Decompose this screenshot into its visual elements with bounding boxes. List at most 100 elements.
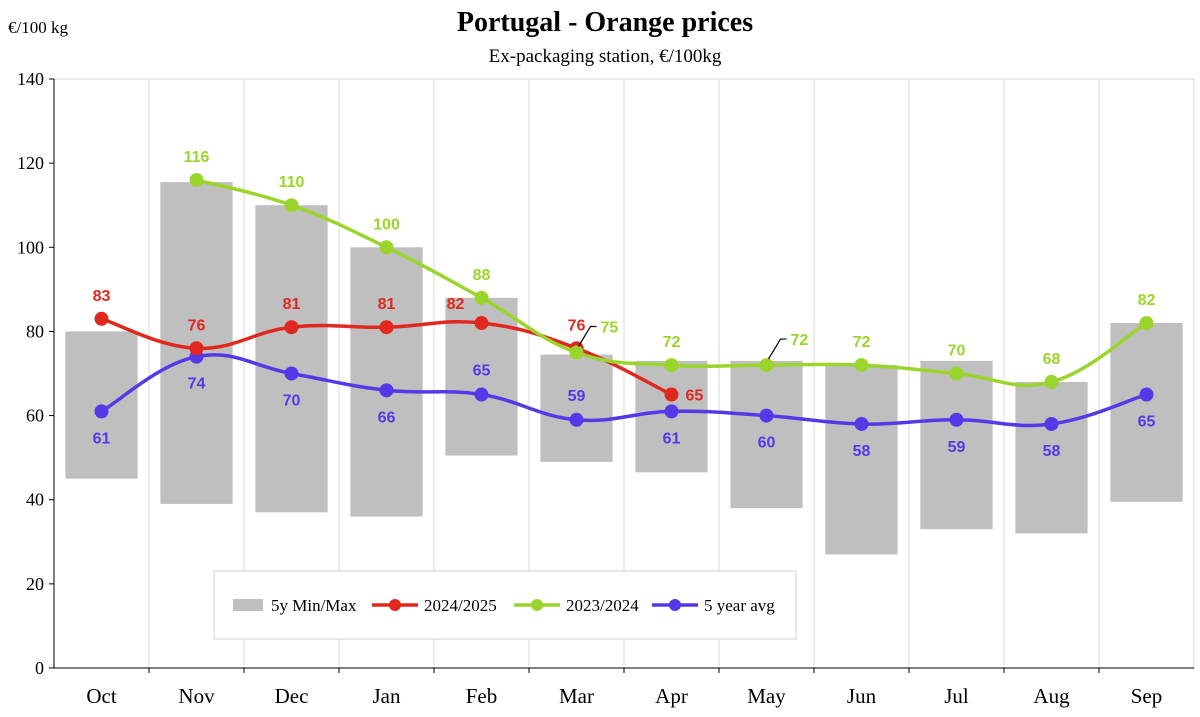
legend-swatch-5y-min-max — [233, 599, 263, 611]
y-tick-label-20: 20 — [26, 574, 44, 594]
data-label-5-year-avg-sep: 65 — [1138, 414, 1156, 431]
data-label-2024-2025-mar: 76 — [568, 317, 586, 334]
legend-box — [213, 570, 797, 640]
series-5-year-avg — [94, 349, 1154, 431]
legend: 5y Min/Max 2024/2025 2023/2024 5 year avg — [213, 570, 797, 640]
legend-label-5-year-avg: 5 year avg — [704, 596, 775, 615]
point-2023-2024-dec — [284, 198, 299, 213]
legend-marker-2024-2025 — [389, 599, 401, 611]
point-2024-2025-apr — [664, 387, 679, 402]
data-label-2024-2025-nov: 76 — [188, 317, 206, 334]
x-tick-label-aug: Aug — [1033, 684, 1070, 708]
y-tick-label-60: 60 — [26, 406, 44, 426]
point-2023-2024-mar — [569, 345, 584, 360]
range-bar-sep — [1110, 323, 1183, 502]
point-5-year-avg-oct — [94, 404, 109, 419]
y-tick-label-80: 80 — [26, 321, 44, 341]
x-tick-label-jun: Jun — [847, 684, 877, 708]
legend-label-2024-2025: 2024/2025 — [424, 596, 497, 615]
x-tick-label-nov: Nov — [178, 684, 215, 708]
point-5-year-avg-jul — [949, 412, 964, 427]
point-5-year-avg-aug — [1044, 416, 1059, 431]
data-label-5-year-avg-aug: 58 — [1043, 443, 1061, 460]
data-label-2023-2024-jul: 70 — [948, 343, 966, 360]
data-label-5-year-avg-jun: 58 — [853, 443, 871, 460]
data-label-5-year-avg-mar: 59 — [568, 388, 586, 405]
data-label-2023-2024-mar: 75 — [601, 319, 619, 336]
leader-line-2023-2024-mar — [577, 325, 597, 347]
x-tick-label-jan: Jan — [373, 684, 401, 708]
x-tick-label-may: May — [747, 684, 786, 708]
y-axis-unit-label: €/100 kg — [8, 18, 68, 37]
chart-subtitle: Ex-packaging station, €/100kg — [489, 46, 722, 67]
point-2024-2025-feb — [474, 316, 489, 331]
data-label-2024-2025-dec: 81 — [283, 296, 301, 313]
point-2023-2024-apr — [664, 358, 679, 373]
data-label-2023-2024-jan: 100 — [373, 216, 400, 233]
point-5-year-avg-may — [759, 408, 774, 423]
x-tick-label-sep: Sep — [1131, 684, 1163, 708]
data-label-5-year-avg-jul: 59 — [948, 439, 966, 456]
y-tick-label-40: 40 — [26, 490, 44, 510]
point-2023-2024-jul — [949, 366, 964, 381]
data-label-2023-2024-apr: 72 — [663, 334, 681, 351]
point-5-year-avg-feb — [474, 387, 489, 402]
point-5-year-avg-jun — [854, 416, 869, 431]
point-5-year-avg-dec — [284, 366, 299, 381]
data-label-2023-2024-aug: 68 — [1043, 351, 1061, 368]
x-tick-label-apr: Apr — [655, 684, 688, 708]
series-line-5-year-avg — [99, 353, 1149, 428]
y-tick-label-120: 120 — [17, 153, 44, 173]
range-bar-jun — [825, 365, 898, 555]
range-bar-may — [730, 360, 803, 509]
data-label-2023-2024-jun: 72 — [853, 334, 871, 351]
data-labels: 83 76 81 81 82 76 65 116 110 100 88 75 72 72 72 70 68 82 6… — [93, 149, 1156, 460]
x-tick-label-jul: Jul — [944, 684, 969, 708]
legend-label-5y-min-max: 5y Min/Max — [271, 596, 357, 615]
data-label-2023-2024-feb: 88 — [473, 267, 491, 284]
point-2023-2024-feb — [474, 290, 489, 305]
data-label-5-year-avg-oct: 61 — [93, 430, 111, 447]
data-label-2023-2024-sep: 82 — [1138, 292, 1156, 309]
y-tick-label-100: 100 — [17, 237, 44, 257]
range-bar-dec — [255, 205, 328, 513]
data-label-2024-2025-jan: 81 — [378, 296, 396, 313]
leader-line-2023-2024-may — [767, 338, 787, 360]
data-label-5-year-avg-jan: 66 — [378, 409, 396, 426]
legend-marker-2023-2024 — [531, 599, 543, 611]
point-2024-2025-oct — [94, 311, 109, 326]
data-label-5-year-avg-feb: 65 — [473, 363, 491, 380]
data-label-2024-2025-apr: 65 — [686, 388, 704, 405]
point-2023-2024-sep — [1139, 316, 1154, 331]
data-label-2024-2025-oct: 83 — [93, 288, 111, 305]
legend-marker-5-year-avg — [669, 599, 681, 611]
data-label-2024-2025-feb: 82 — [447, 296, 465, 313]
y-tick-label-140: 140 — [17, 69, 44, 89]
point-2024-2025-dec — [284, 320, 299, 335]
x-tick-label-mar: Mar — [559, 684, 594, 708]
point-2023-2024-jan — [379, 240, 394, 255]
data-label-2023-2024-may: 72 — [791, 332, 809, 349]
data-label-5-year-avg-nov: 74 — [188, 376, 206, 393]
point-5-year-avg-sep — [1139, 387, 1154, 402]
range-bar-jul — [920, 360, 993, 530]
point-2023-2024-aug — [1044, 374, 1059, 389]
data-label-2023-2024-dec: 110 — [279, 174, 305, 191]
x-tick-label-feb: Feb — [466, 684, 498, 708]
range-bar-mar — [540, 354, 613, 462]
legend-label-2023-2024: 2023/2024 — [566, 596, 639, 615]
point-5-year-avg-apr — [664, 404, 679, 419]
range-bar-aug — [1015, 381, 1088, 534]
data-label-2023-2024-nov: 116 — [184, 149, 210, 166]
data-label-5-year-avg-dec: 70 — [283, 393, 301, 410]
range-bar-jan — [350, 247, 423, 517]
point-2023-2024-jun — [854, 358, 869, 373]
point-5-year-avg-jan — [379, 383, 394, 398]
axes: 0 20 40 60 80 100 120 140 Oct Nov Dec Jan Feb Mar Apr M… — [17, 69, 1194, 708]
x-tick-label-oct: Oct — [86, 684, 116, 708]
y-tick-label-0: 0 — [35, 658, 44, 678]
point-5-year-avg-mar — [569, 412, 584, 427]
point-2023-2024-nov — [189, 172, 204, 187]
